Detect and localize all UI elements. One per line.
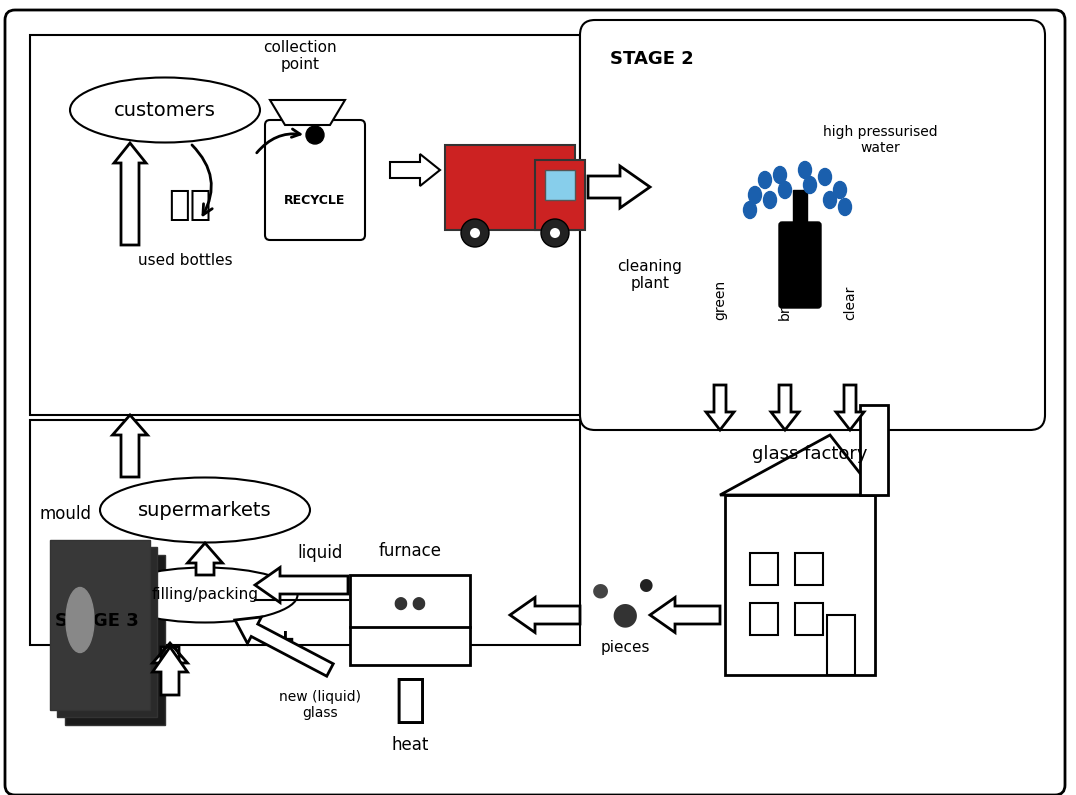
Ellipse shape bbox=[779, 181, 792, 199]
Text: liquid: liquid bbox=[297, 544, 342, 562]
Polygon shape bbox=[113, 415, 147, 477]
Ellipse shape bbox=[838, 199, 851, 215]
FancyBboxPatch shape bbox=[265, 120, 365, 240]
FancyBboxPatch shape bbox=[860, 405, 888, 495]
Ellipse shape bbox=[819, 169, 832, 185]
FancyBboxPatch shape bbox=[30, 35, 580, 415]
Polygon shape bbox=[706, 385, 734, 430]
Ellipse shape bbox=[70, 77, 260, 142]
Text: ●: ● bbox=[638, 576, 652, 594]
FancyBboxPatch shape bbox=[795, 603, 823, 635]
Text: customers: customers bbox=[114, 100, 216, 119]
Ellipse shape bbox=[804, 176, 817, 193]
Ellipse shape bbox=[798, 161, 811, 179]
Polygon shape bbox=[114, 143, 146, 245]
Text: filling/packing: filling/packing bbox=[152, 588, 258, 603]
Polygon shape bbox=[771, 385, 799, 430]
Ellipse shape bbox=[764, 192, 777, 208]
Circle shape bbox=[461, 219, 489, 247]
FancyBboxPatch shape bbox=[779, 222, 821, 308]
Ellipse shape bbox=[774, 166, 787, 184]
FancyBboxPatch shape bbox=[65, 555, 165, 725]
Ellipse shape bbox=[823, 192, 836, 208]
FancyBboxPatch shape bbox=[750, 553, 778, 585]
FancyBboxPatch shape bbox=[795, 553, 823, 585]
Text: STAGE 3: STAGE 3 bbox=[55, 612, 139, 630]
Text: green: green bbox=[713, 280, 727, 320]
Text: RECYCLE: RECYCLE bbox=[284, 193, 345, 207]
Polygon shape bbox=[390, 154, 440, 186]
FancyBboxPatch shape bbox=[5, 10, 1065, 795]
FancyBboxPatch shape bbox=[350, 575, 470, 665]
Ellipse shape bbox=[744, 201, 756, 219]
Text: ●: ● bbox=[592, 580, 609, 599]
Text: furnace: furnace bbox=[379, 542, 441, 560]
Polygon shape bbox=[187, 543, 223, 575]
FancyBboxPatch shape bbox=[580, 20, 1045, 430]
FancyBboxPatch shape bbox=[49, 540, 150, 710]
Text: used bottles: used bottles bbox=[138, 253, 232, 267]
Text: +: + bbox=[274, 628, 296, 652]
Ellipse shape bbox=[113, 568, 297, 622]
Text: 🔥: 🔥 bbox=[394, 674, 426, 726]
FancyBboxPatch shape bbox=[827, 615, 855, 675]
Polygon shape bbox=[650, 598, 720, 633]
FancyBboxPatch shape bbox=[750, 603, 778, 635]
Circle shape bbox=[470, 228, 480, 238]
Text: clear: clear bbox=[843, 285, 856, 320]
Ellipse shape bbox=[834, 181, 847, 199]
Text: mould: mould bbox=[39, 505, 91, 523]
Text: heat: heat bbox=[392, 736, 428, 754]
Polygon shape bbox=[720, 435, 877, 495]
Text: ●: ● bbox=[611, 600, 638, 630]
FancyBboxPatch shape bbox=[30, 420, 580, 645]
Text: collection
point: collection point bbox=[264, 40, 337, 72]
Text: brown: brown bbox=[778, 277, 792, 320]
Text: STAGE 2: STAGE 2 bbox=[610, 50, 694, 68]
Ellipse shape bbox=[759, 172, 771, 188]
Text: cleaning
plant: cleaning plant bbox=[618, 259, 682, 291]
FancyBboxPatch shape bbox=[445, 145, 575, 230]
Ellipse shape bbox=[749, 187, 762, 204]
Polygon shape bbox=[235, 617, 334, 677]
Circle shape bbox=[541, 219, 569, 247]
Polygon shape bbox=[587, 166, 650, 208]
Polygon shape bbox=[153, 643, 187, 663]
Polygon shape bbox=[836, 385, 864, 430]
Polygon shape bbox=[255, 568, 348, 603]
Ellipse shape bbox=[100, 478, 310, 542]
Text: pieces: pieces bbox=[600, 640, 650, 655]
FancyBboxPatch shape bbox=[793, 190, 807, 225]
FancyBboxPatch shape bbox=[546, 170, 575, 200]
Text: new (liquid)
glass: new (liquid) glass bbox=[279, 690, 362, 720]
Ellipse shape bbox=[66, 588, 94, 653]
Text: ⬤ ⬤: ⬤ ⬤ bbox=[394, 596, 426, 610]
FancyBboxPatch shape bbox=[725, 495, 875, 675]
Polygon shape bbox=[510, 598, 580, 633]
FancyBboxPatch shape bbox=[57, 547, 157, 717]
Text: 🍾🍾: 🍾🍾 bbox=[168, 188, 212, 222]
Polygon shape bbox=[153, 647, 187, 695]
Text: high pressurised
water: high pressurised water bbox=[823, 125, 937, 155]
Circle shape bbox=[306, 126, 324, 144]
Circle shape bbox=[550, 228, 560, 238]
FancyBboxPatch shape bbox=[535, 160, 585, 230]
Text: glass factory: glass factory bbox=[752, 445, 867, 463]
Polygon shape bbox=[270, 100, 345, 125]
Text: supermarkets: supermarkets bbox=[138, 501, 272, 519]
